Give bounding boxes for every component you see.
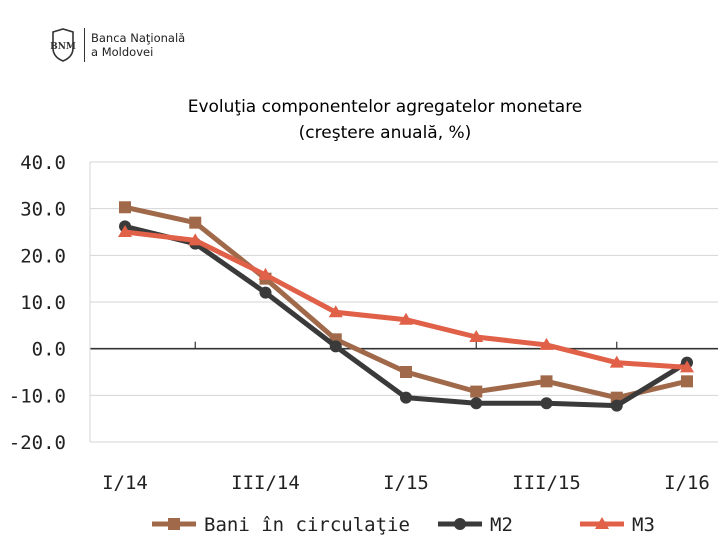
x-axis-tick-labels: I/14 III/14 I/15 III/15 I/16: [102, 472, 710, 494]
data-point: [329, 340, 342, 353]
data-point: [258, 267, 273, 280]
legend-label: M3: [632, 514, 655, 536]
chart-title: Evoluţia componentelor agregatelor monet…: [187, 97, 583, 117]
data-point: [470, 385, 483, 398]
y-tick-label: 0.0: [32, 339, 66, 361]
data-point: [168, 518, 180, 530]
series-m3: [118, 225, 694, 373]
data-point: [400, 366, 412, 378]
y-tick-label: 20.0: [20, 245, 66, 267]
data-point: [539, 337, 554, 350]
x-tick-label: I/15: [383, 472, 429, 494]
data-point: [609, 355, 624, 368]
data-point: [470, 397, 483, 410]
data-point: [610, 399, 623, 412]
y-tick-label: -20.0: [9, 432, 66, 454]
chart-subtitle: (creştere anuală, %): [298, 123, 472, 143]
logo-line-1: Banca Naţională: [91, 31, 186, 45]
data-point: [469, 330, 484, 342]
bnm-seal-icon: BNM: [50, 28, 76, 62]
y-axis-tick-labels: 40.0 30.0 20.0 10.0 0.0 -10.0 -20.0: [9, 152, 66, 454]
legend: Bani în circulaţie M2 M3: [152, 514, 655, 536]
data-point: [540, 397, 553, 410]
x-tick-label: I/14: [102, 472, 148, 494]
y-tick-label: 10.0: [20, 292, 66, 314]
logo: BNM Banca Naţională a Moldovei: [50, 26, 185, 64]
data-point: [680, 360, 694, 373]
logo-separator: [84, 28, 85, 62]
series-m2: [119, 220, 693, 412]
data-point: [399, 312, 413, 325]
y-tick-label: 30.0: [20, 199, 66, 221]
data-point: [328, 305, 343, 318]
data-point: [595, 517, 609, 529]
y-tick-label: -10.0: [9, 385, 66, 407]
series-bani-n-circula-ie: [119, 201, 693, 404]
x-tick-label: III/14: [231, 472, 300, 494]
logo-text: Banca Naţională a Moldovei: [91, 31, 185, 59]
data-point: [259, 286, 272, 299]
chart-title-block: Evoluţia componentelor agregatelor monet…: [0, 94, 720, 146]
legend-label: M2: [490, 514, 513, 536]
x-tick-label: I/16: [664, 472, 710, 494]
svg-text:BNM: BNM: [50, 42, 76, 52]
data-point: [400, 391, 412, 404]
data-point: [118, 225, 132, 237]
data-point: [188, 233, 203, 246]
legend-item: M2: [438, 514, 513, 536]
data-point: [540, 375, 553, 388]
y-tick-label: 40.0: [20, 152, 66, 174]
data-point: [454, 518, 466, 530]
data-point: [681, 375, 693, 388]
legend-label: Bani în circulaţie: [204, 514, 410, 536]
series-lines: [118, 201, 694, 412]
legend-item: M3: [580, 514, 655, 536]
logo-line-2: a Moldovei: [91, 45, 154, 59]
x-tick-label: III/15: [512, 472, 581, 494]
legend-item: Bani în circulaţie: [152, 514, 410, 536]
data-point: [189, 216, 202, 229]
data-point: [119, 201, 131, 214]
